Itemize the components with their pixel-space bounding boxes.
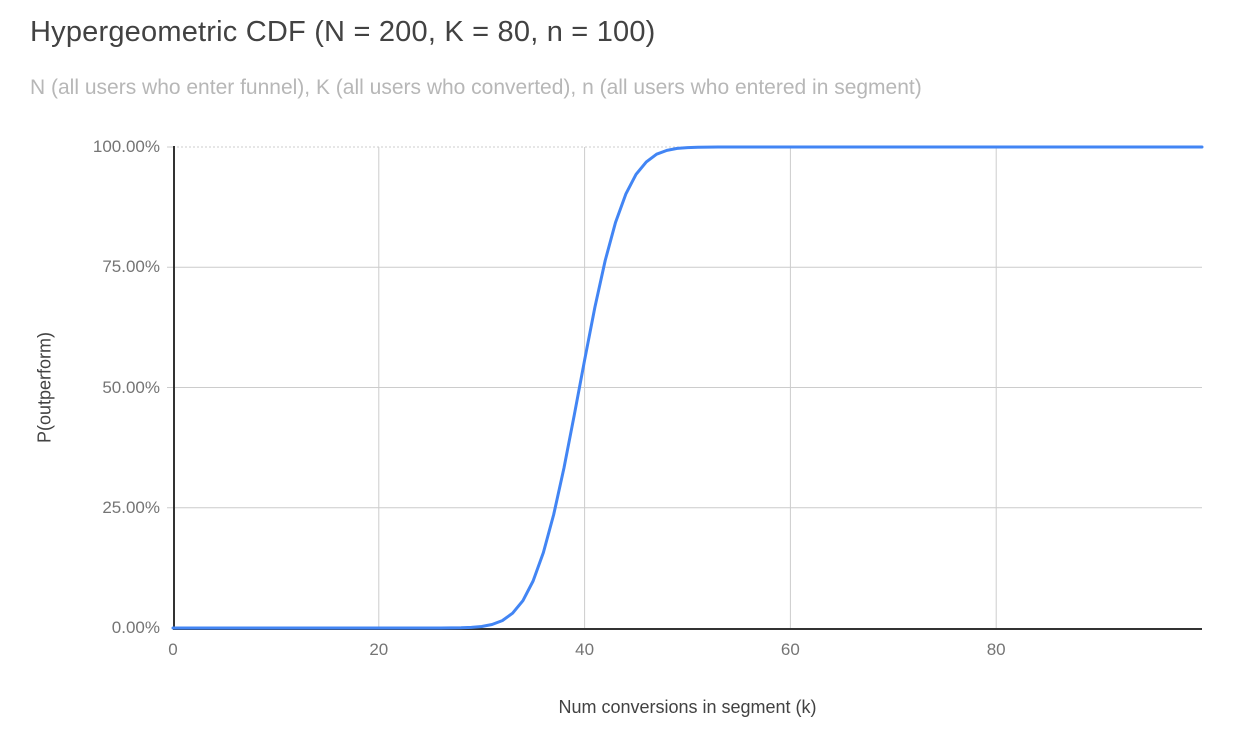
x-tick-label: 80	[986, 640, 1006, 659]
chart-subtitle: N (all users who enter funnel), K (all u…	[30, 76, 922, 99]
x-tick-label: 20	[369, 640, 389, 659]
y-tick-label: 25.00%	[102, 497, 160, 517]
y-tick-label: 100.00%	[92, 137, 160, 156]
y-tick-label: 50.00%	[102, 377, 160, 397]
cdf-line-series	[171, 145, 1204, 630]
y-tick-label: 0.00%	[111, 618, 160, 637]
x-tick-label: 40	[575, 640, 595, 659]
y-tick-label: 75.00%	[102, 257, 160, 277]
x-tick-label: 60	[780, 640, 800, 659]
x-axis-title: Num conversions in segment (k)	[558, 697, 817, 717]
x-tick-label: 0	[168, 640, 178, 659]
chart-title: Hypergeometric CDF (N = 200, K = 80, n =…	[30, 16, 656, 48]
